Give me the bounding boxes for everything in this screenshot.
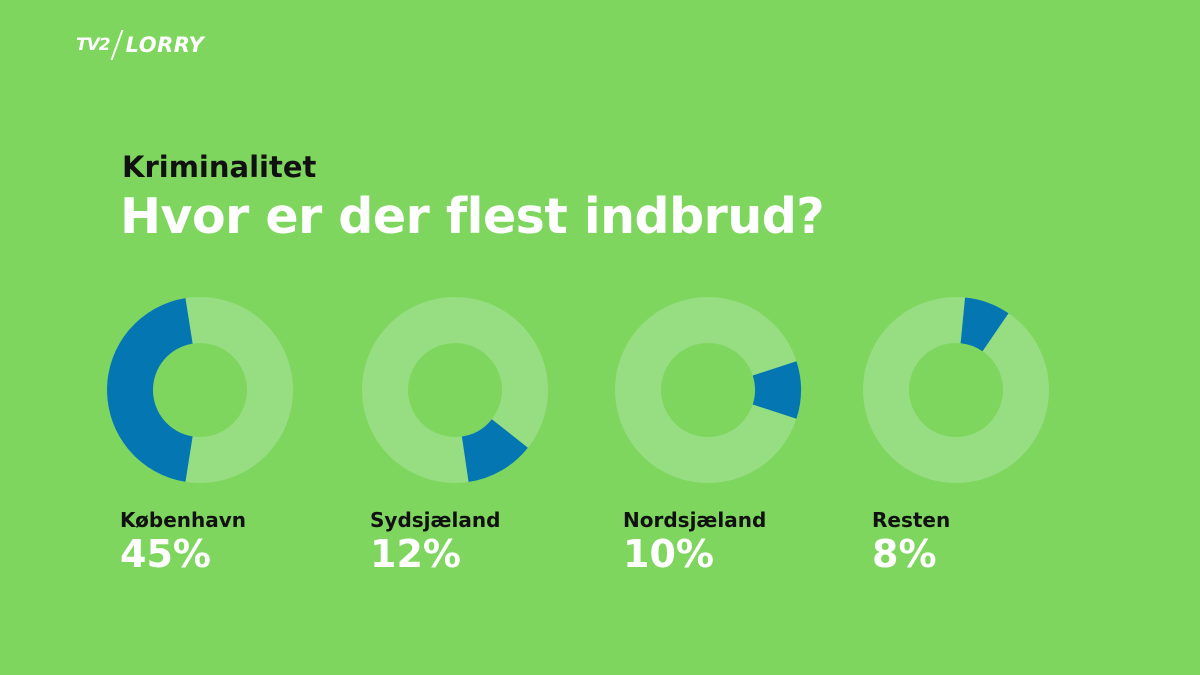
label-nordsjaelland: Nordsjæland [623, 508, 767, 532]
tv2-lorry-logo: TV2 LORRY [76, 30, 204, 60]
chart-title: Hvor er der flest indbrud? [120, 188, 825, 245]
label-kobenhavn: København [120, 508, 247, 532]
value-kobenhavn: 45% [120, 532, 211, 576]
donut-segment-4 [960, 297, 1009, 352]
label-sydsjaelland: Sydsjæland [370, 508, 501, 532]
donut-segment-3 [752, 361, 801, 419]
lorry-logo-text: LORRY [125, 33, 205, 57]
kicker: Kriminalitet [122, 150, 317, 184]
donut-track-4 [863, 297, 1049, 483]
value-nordsjaelland: 10% [623, 532, 714, 576]
donut-chart-3 [615, 297, 801, 483]
tv2-logo-text: TV2 [76, 35, 111, 55]
donut-chart-1 [107, 297, 293, 483]
value-resten: 8% [872, 532, 937, 576]
donut-chart-2 [362, 297, 548, 483]
label-resten: Resten [872, 508, 951, 532]
donut-segment-1 [107, 298, 193, 482]
value-sydsjaelland: 12% [370, 532, 461, 576]
logo-slash [110, 30, 124, 60]
donut-track-2 [362, 297, 548, 483]
donut-segment-2 [461, 419, 528, 483]
donut-chart-4 [863, 297, 1049, 483]
